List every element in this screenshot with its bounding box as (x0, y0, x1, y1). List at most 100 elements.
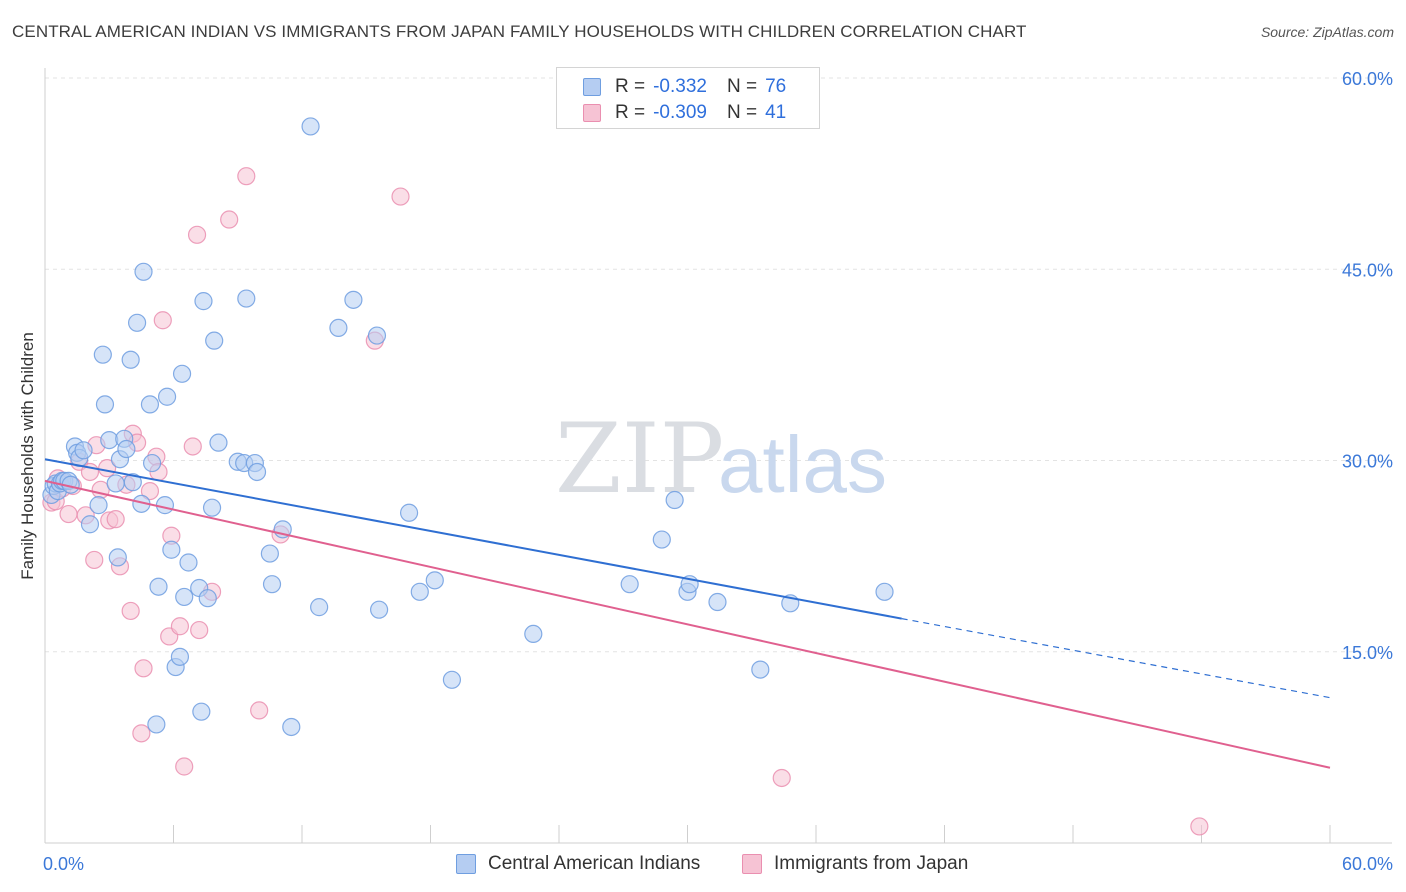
point-central-american-indian (620, 575, 639, 594)
legend-row-immigrants-from-japan: R = -0.309 N = 41 (583, 101, 786, 125)
y-tick-label: 45.0% (1342, 260, 1393, 280)
point-immigrants-from-japan (250, 701, 269, 720)
point-central-american-indian (310, 598, 329, 617)
bottom-legend-immigrants-from-japan: Immigrants from Japan (742, 852, 968, 876)
point-central-american-indian (134, 262, 153, 281)
point-central-american-indian (100, 431, 119, 450)
point-central-american-indian (172, 364, 192, 383)
point-immigrants-from-japan (175, 757, 194, 776)
point-central-american-indian (442, 670, 462, 689)
point-central-american-indian (370, 600, 389, 619)
point-central-american-indian (652, 530, 671, 549)
point-immigrants-from-japan (1190, 817, 1209, 836)
point-central-american-indian (192, 702, 211, 721)
bottom-legend-swatch-blue (456, 854, 476, 874)
point-central-american-indian (237, 289, 256, 308)
legend-r-value: -0.332 (653, 76, 707, 97)
point-immigrants-from-japan (85, 550, 104, 570)
y-tick-label: 30.0% (1342, 452, 1393, 472)
y-tick-label: 15.0% (1342, 643, 1393, 663)
point-central-american-indian (399, 503, 419, 522)
point-immigrants-from-japan (132, 724, 151, 743)
point-immigrants-from-japan (121, 601, 140, 621)
point-central-american-indian (123, 473, 142, 492)
point-central-american-indian (74, 441, 93, 460)
legend-n-value: 76 (765, 76, 787, 97)
point-central-american-indian (209, 433, 228, 452)
point-central-american-indian (179, 553, 198, 572)
point-central-american-indian (142, 453, 162, 473)
legend-r-value: -0.309 (653, 102, 707, 123)
point-central-american-indian (425, 571, 444, 590)
point-immigrants-from-japan (772, 768, 791, 788)
bottom-legend-label: Immigrants from Japan (774, 853, 969, 874)
axes (44, 68, 1392, 844)
point-central-american-indian (140, 395, 160, 414)
trend-line-immigrants-from-japan (44, 479, 1331, 769)
point-central-american-indian (157, 387, 177, 406)
point-central-american-indian (175, 587, 194, 607)
point-central-american-indian (665, 490, 684, 510)
point-central-american-indian (170, 647, 190, 666)
trend-lines (44, 458, 1331, 769)
legend-swatch-blue (583, 78, 601, 96)
bottom-legend-swatch-pink (742, 854, 762, 874)
point-central-american-indian (875, 582, 894, 601)
bottom-legend-label: Central American Indians (488, 853, 701, 874)
point-immigrants-from-japan (187, 225, 207, 244)
legend: R = -0.332 N = 76 R = -0.309 N = 41 (556, 67, 820, 129)
point-central-american-indian (106, 474, 125, 493)
point-central-american-indian (155, 496, 175, 515)
legend-n-label: N = (726, 102, 758, 123)
point-central-american-indian (80, 515, 100, 534)
point-central-american-indian (524, 624, 543, 644)
point-immigrants-from-japan (140, 482, 160, 501)
trend-line-central-american-indians (44, 458, 902, 620)
point-central-american-indian (147, 715, 166, 734)
point-immigrants-from-japan (59, 504, 78, 524)
x-tick-label: 0.0% (43, 854, 84, 874)
y-axis-label: Family Households with Children (18, 332, 37, 580)
point-central-american-indian (202, 498, 222, 517)
point-central-american-indian (329, 318, 348, 337)
legend-n-label: N = (726, 76, 758, 97)
point-central-american-indian (198, 589, 217, 608)
point-central-american-indian (149, 577, 168, 596)
point-central-american-indian (127, 313, 147, 332)
point-central-american-indian (93, 345, 112, 364)
point-central-american-indian (108, 548, 127, 567)
point-central-american-indian (301, 117, 320, 136)
y-tick-label: 60.0% (1342, 69, 1393, 89)
point-central-american-indian (162, 540, 181, 559)
legend-swatch-pink (583, 104, 601, 122)
point-immigrants-from-japan (220, 210, 239, 229)
point-central-american-indian (367, 326, 387, 345)
point-central-american-indian (95, 395, 115, 414)
point-central-american-indian (260, 544, 279, 563)
watermark-zip: ZIP (555, 403, 724, 515)
point-central-american-indian (344, 290, 363, 309)
point-immigrants-from-japan (190, 620, 209, 640)
watermark-atlas: atlas (718, 420, 887, 509)
bottom-legend-central-american-indians: Central American Indians (456, 852, 700, 876)
point-immigrants-from-japan (170, 617, 190, 636)
gridlines (45, 77, 1392, 653)
point-central-american-indian (262, 575, 282, 594)
point-immigrants-from-japan (183, 437, 202, 456)
point-central-american-indian (117, 439, 136, 459)
tick-labels: 15.0% 30.0% 45.0% 60.0% 0.0% 60.0% (43, 69, 1393, 874)
point-immigrants-from-japan (106, 510, 125, 529)
point-central-american-indian (708, 592, 727, 612)
point-central-american-indian (247, 462, 267, 482)
point-central-american-indian (194, 292, 213, 311)
point-immigrants-from-japan (237, 167, 256, 186)
point-central-american-indian (410, 582, 429, 601)
chart-title: CENTRAL AMERICAN INDIAN VS IMMIGRANTS FR… (12, 22, 1027, 41)
x-tick-label: 60.0% (1342, 854, 1393, 874)
point-central-american-indian (205, 331, 224, 350)
legend-n-value: 41 (765, 102, 787, 123)
point-central-american-indian (121, 350, 140, 369)
point-immigrants-from-japan (153, 311, 172, 330)
point-immigrants-from-japan (134, 659, 153, 678)
point-central-american-indian (89, 496, 108, 515)
